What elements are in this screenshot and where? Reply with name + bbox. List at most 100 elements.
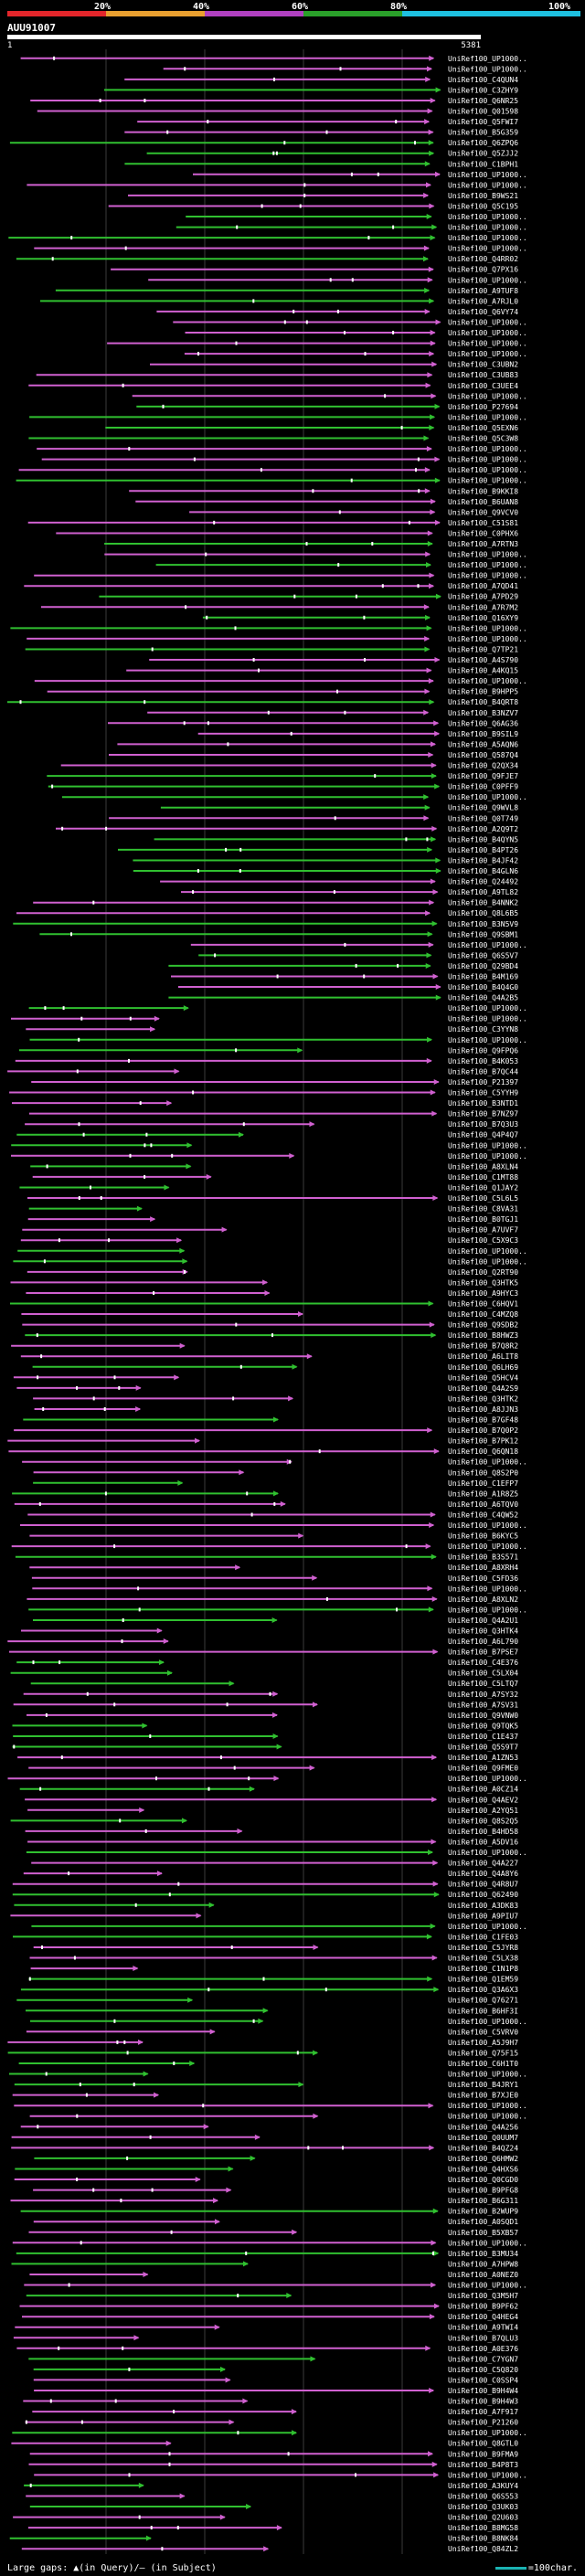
hit-row[interactable]: UniRef100_B4K053: [15, 1057, 518, 1065]
hit-row[interactable]: UniRef100_B4NNK2: [33, 899, 518, 907]
hit-row[interactable]: UniRef100_B7Q0P2: [14, 1426, 518, 1435]
hit-label[interactable]: UniRef100_B7QC44: [448, 1067, 518, 1076]
hit-label[interactable]: UniRef100_C1EFP7: [448, 1479, 518, 1488]
hit-row[interactable]: UniRef100_C4MZQ8: [21, 1310, 518, 1319]
hit-row[interactable]: UniRef100_Q9SBM1: [39, 930, 518, 938]
hit-row[interactable]: UniRef100_A2Q9T2: [56, 825, 518, 833]
hit-label[interactable]: UniRef100_P21397: [448, 1078, 518, 1087]
hit-label[interactable]: UniRef100_A8XLN2: [448, 1595, 518, 1604]
hit-label[interactable]: UniRef100_B4QZ24: [448, 2144, 518, 2152]
hit-label[interactable]: UniRef100_B9H4W4: [448, 2387, 518, 2395]
hit-label[interactable]: UniRef100_P27694: [448, 403, 518, 411]
hit-label[interactable]: UniRef100_C5LTQ7: [448, 1680, 518, 1688]
hit-row[interactable]: UniRef100_UP1000..: [20, 55, 527, 63]
hit-label[interactable]: UniRef100_B7Q8R2: [448, 1342, 518, 1351]
hit-row[interactable]: UniRef100_B4QZ24: [11, 2144, 518, 2152]
hit-label[interactable]: UniRef100_Q9FPQ6: [448, 1046, 518, 1055]
hit-label[interactable]: UniRef100_C4QUN4: [448, 76, 518, 84]
hit-label[interactable]: UniRef100_A4KQ15: [448, 667, 518, 675]
hit-row[interactable]: UniRef100_Q1EM59: [28, 1976, 518, 1984]
hit-row[interactable]: UniRef100_UP1000..: [11, 1542, 527, 1551]
hit-row[interactable]: UniRef100_B7PSE7: [9, 1648, 518, 1657]
hit-row[interactable]: UniRef100_B7XJE0: [12, 2092, 519, 2100]
hit-row[interactable]: UniRef100_B9HPP5: [47, 688, 519, 696]
hit-label[interactable]: UniRef100_C3UB83: [448, 371, 518, 379]
hit-label[interactable]: UniRef100_Q9SDB2: [448, 1321, 518, 1330]
hit-label[interactable]: UniRef100_Q6LH69: [448, 1363, 518, 1372]
hit-row[interactable]: UniRef100_Q3A6X3: [20, 1986, 518, 1994]
hit-row[interactable]: UniRef100_Q3HTK5: [10, 1278, 519, 1287]
hit-label[interactable]: UniRef100_B4QYN5: [448, 835, 518, 843]
hit-label[interactable]: UniRef100_UP1000..: [448, 2239, 527, 2247]
hit-row[interactable]: UniRef100_B4P8T3: [28, 2461, 519, 2469]
hit-label[interactable]: UniRef100_A3DK83: [448, 1902, 518, 1910]
hit-row[interactable]: UniRef100_Q5S9T7: [12, 1744, 518, 1752]
hit-label[interactable]: UniRef100_UP1000..: [448, 635, 527, 643]
hit-row[interactable]: UniRef100_A4KQ15: [126, 667, 518, 675]
hit-label[interactable]: UniRef100_UP1000..: [448, 224, 527, 232]
hit-row[interactable]: UniRef100_A9PIU7: [10, 1912, 518, 1920]
hit-label[interactable]: UniRef100_Q5C195: [448, 203, 518, 211]
hit-row[interactable]: UniRef100_Q0UUM7: [11, 2134, 519, 2142]
hit-row[interactable]: UniRef100_B9H4W4: [34, 2387, 518, 2395]
hit-label[interactable]: UniRef100_Q3HTK4: [448, 1627, 518, 1636]
hit-label[interactable]: UniRef100_C51S81: [448, 519, 518, 527]
hit-label[interactable]: UniRef100_C5X9C3: [448, 1236, 518, 1245]
hit-label[interactable]: UniRef100_UP1000..: [448, 2113, 527, 2121]
hit-row[interactable]: UniRef100_B4QYN5: [154, 835, 519, 843]
hit-row[interactable]: UniRef100_UP1000..: [29, 413, 527, 421]
hit-row[interactable]: UniRef100_UP1000..: [173, 319, 527, 327]
hit-row[interactable]: UniRef100_UP1000..: [11, 1152, 527, 1161]
hit-label[interactable]: UniRef100_B8MG58: [448, 2524, 518, 2532]
hit-row[interactable]: UniRef100_Q4R8U7: [12, 1881, 518, 1889]
hit-row[interactable]: UniRef100_Q6QN18: [8, 1447, 518, 1456]
hit-label[interactable]: UniRef100_Q76271: [448, 1997, 518, 2005]
hit-row[interactable]: UniRef100_UP1000..: [12, 2239, 527, 2247]
hit-row[interactable]: UniRef100_Q84ZL2: [21, 2545, 518, 2553]
hit-label[interactable]: UniRef100_Q6S553: [448, 2493, 518, 2501]
hit-row[interactable]: UniRef100_UP1000..: [107, 340, 527, 348]
hit-row[interactable]: UniRef100_Q4A256: [20, 2123, 519, 2131]
hit-label[interactable]: UniRef100_Q9TQK5: [448, 1722, 518, 1730]
hit-label[interactable]: UniRef100_Q8GTL0: [448, 2440, 518, 2448]
hit-label[interactable]: UniRef100_C0SSP4: [448, 2376, 518, 2384]
hit-label[interactable]: UniRef100_Q4AEV2: [448, 1796, 518, 1804]
hit-row[interactable]: UniRef100_C6HQV1: [10, 1300, 518, 1309]
hit-row[interactable]: UniRef100_C5X9C3: [20, 1236, 518, 1245]
hit-label[interactable]: UniRef100_C3UBN2: [448, 361, 518, 369]
hit-label[interactable]: UniRef100_Q5FWI7: [448, 118, 518, 126]
hit-label[interactable]: UniRef100_UP1000..: [448, 2018, 527, 2026]
hit-label[interactable]: UniRef100_Q9SBM1: [448, 930, 518, 938]
hit-row[interactable]: UniRef100_UP1000..: [30, 2018, 527, 2026]
hit-label[interactable]: UniRef100_Q6ZPQ6: [448, 139, 518, 147]
hit-row[interactable]: UniRef100_A7R7M2: [40, 603, 518, 611]
hit-label[interactable]: UniRef100_UP1000..: [448, 1152, 527, 1161]
hit-row[interactable]: UniRef100_Q4A2U1: [33, 1617, 518, 1625]
hit-row[interactable]: UniRef100_B9H4W3: [23, 2398, 518, 2406]
hit-row[interactable]: UniRef100_UP1000..: [155, 561, 527, 569]
hit-row[interactable]: UniRef100_Q2RT90: [27, 1268, 518, 1277]
hit-row[interactable]: UniRef100_Q24492: [160, 878, 518, 886]
hit-label[interactable]: UniRef100_A7HPW8: [448, 2260, 518, 2268]
hit-row[interactable]: UniRef100_A8XLN4: [30, 1162, 518, 1171]
hit-row[interactable]: UniRef100_B9PFG8: [33, 2187, 518, 2195]
hit-label[interactable]: UniRef100_UP1000..: [448, 234, 527, 242]
hit-label[interactable]: UniRef100_B9KKI8: [448, 487, 518, 495]
hit-label[interactable]: UniRef100_Q587Q4: [448, 751, 518, 759]
hit-row[interactable]: UniRef100_B5G359: [124, 129, 518, 137]
hit-label[interactable]: UniRef100_UP1000..: [448, 2282, 527, 2290]
hit-label[interactable]: UniRef100_A0CZ14: [448, 1786, 518, 1794]
hit-label[interactable]: UniRef100_C5FD36: [448, 1574, 518, 1583]
hit-row[interactable]: UniRef100_A7RJL0: [40, 297, 518, 305]
hit-label[interactable]: UniRef100_Q4A2B5: [448, 994, 518, 1002]
hit-row[interactable]: UniRef100_A8XLN2: [27, 1595, 518, 1604]
hit-label[interactable]: UniRef100_Q84ZL2: [448, 2545, 518, 2553]
hit-row[interactable]: UniRef100_UP1000..: [132, 392, 527, 400]
hit-row[interactable]: UniRef100_B9SIL9: [197, 730, 519, 738]
hit-row[interactable]: UniRef100_C4QW52: [27, 1511, 518, 1520]
hit-row[interactable]: UniRef100_B3NZV7: [147, 709, 518, 717]
hit-label[interactable]: UniRef100_Q9VNW0: [448, 1712, 518, 1720]
hit-row[interactable]: UniRef100_B7GF48: [23, 1416, 518, 1425]
hit-label[interactable]: UniRef100_A6TQV0: [448, 1500, 518, 1509]
hit-row[interactable]: UniRef100_UP1000..: [61, 793, 527, 801]
